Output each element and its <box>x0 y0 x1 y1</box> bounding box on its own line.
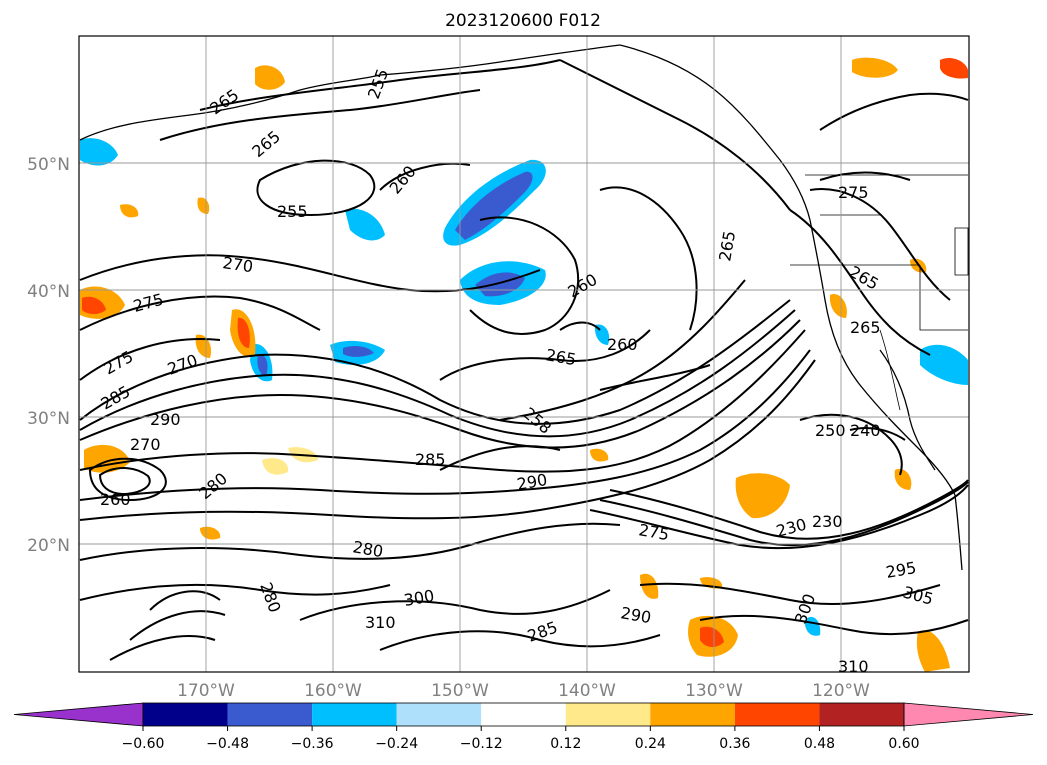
coastlines <box>79 44 963 571</box>
lat-label-50n: 50°N <box>27 155 70 175</box>
lon-label-130w: 130°W <box>685 681 743 701</box>
contour-label: 230 <box>812 512 843 531</box>
contour-label: 240 <box>850 421 881 440</box>
positive-shade <box>120 204 139 218</box>
colorbar-extend-low <box>13 702 144 727</box>
colorbar: −0.60 −0.48 −0.36 −0.24 −0.12 0.12 0.24 0.36 0.4… <box>13 702 1034 752</box>
contour-label: 250 <box>815 421 846 440</box>
map-frame <box>78 35 970 673</box>
graticule <box>79 36 969 672</box>
contour-label: 290 <box>150 410 181 429</box>
lon-label-160w: 160°W <box>304 681 362 701</box>
state-boundaries <box>790 174 969 411</box>
colorbar-tick-label: 0.12 <box>550 736 581 752</box>
contour-label: 260 <box>607 335 638 354</box>
contour-label: 265 <box>850 318 881 337</box>
map-background <box>79 36 969 672</box>
colorbar-cell <box>143 703 228 726</box>
figure-title: 2023120600 F012 <box>445 11 601 31</box>
lon-label-140w: 140°W <box>558 681 616 701</box>
positive-shade <box>200 526 221 540</box>
contour-label: 310 <box>365 613 396 632</box>
colorbar-tick-label: −0.48 <box>206 736 249 752</box>
colorbar-tick-label: 0.60 <box>888 736 919 752</box>
colorbar-cell <box>650 703 735 726</box>
contour-lines <box>79 59 969 661</box>
lat-label-20n: 20°N <box>27 536 70 556</box>
lat-label-30n: 30°N <box>27 409 70 429</box>
contour-label: 260 <box>100 490 131 509</box>
negative-shade <box>343 345 374 357</box>
colorbar-tick-label: −0.24 <box>375 736 418 752</box>
lat-label-40n: 40°N <box>27 282 70 302</box>
negative-shade <box>345 208 385 241</box>
positive-shade <box>894 468 912 490</box>
colorbar-cell <box>819 703 904 726</box>
positive-shade <box>262 458 289 475</box>
positive-shade <box>590 448 609 462</box>
colorbar-cell <box>734 703 820 726</box>
contour-label: 270 <box>221 253 254 276</box>
colorbar-tick-label: −0.36 <box>291 736 334 752</box>
lon-label-150w: 150°W <box>431 681 489 701</box>
colorbar-cell <box>227 703 313 726</box>
positive-shade <box>237 317 250 348</box>
colorbar-tick-label: −0.60 <box>122 736 165 752</box>
positive-shade <box>255 65 285 90</box>
negative-shade <box>80 138 118 166</box>
positive-shade <box>852 57 898 78</box>
colorbar-tick-label: 0.36 <box>719 736 750 752</box>
lon-label-170w: 170°W <box>177 681 235 701</box>
negative-shade <box>257 354 268 376</box>
positive-shade <box>700 626 724 648</box>
contour-label: 275 <box>838 183 869 202</box>
positive-shade <box>195 334 212 358</box>
positive-shade <box>940 58 968 79</box>
positive-shade <box>640 573 659 599</box>
contour-label: 270 <box>130 435 161 454</box>
longitude-labels: 170°W 160°W 150°W 140°W 130°W 120°W <box>177 681 870 701</box>
negative-shade <box>920 344 968 385</box>
colorbar-tick-label: 0.24 <box>635 736 666 752</box>
colorbar-cell <box>481 703 566 726</box>
positive-shade <box>829 294 847 318</box>
positive-shade <box>82 296 106 315</box>
map-panel: 265 255 265 260 255 270 275 275 270 285 … <box>27 35 970 701</box>
lon-label-120w: 120°W <box>812 681 870 701</box>
colorbar-tick-label: 0.48 <box>804 736 835 752</box>
latitude-labels: 50°N 40°N 30°N 20°N <box>27 155 70 556</box>
colorbar-cell <box>396 703 482 726</box>
contour-label: 285 <box>415 450 446 469</box>
colorbar-cell <box>565 703 651 726</box>
colorbar-tick-label: −0.12 <box>460 736 503 752</box>
negative-shade <box>455 171 533 240</box>
colorbar-extend-high <box>903 702 1034 727</box>
contour-label: 310 <box>838 657 869 676</box>
positive-shade <box>735 473 790 519</box>
contour-label: 255 <box>277 202 308 221</box>
colorbar-cell <box>312 703 397 726</box>
colorbar-frame <box>142 702 905 727</box>
positive-shade <box>916 630 950 672</box>
